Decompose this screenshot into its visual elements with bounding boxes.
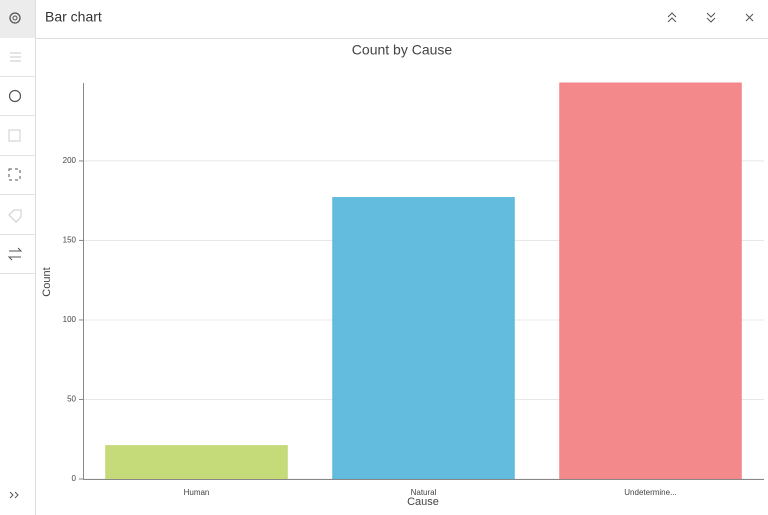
collapse-up[interactable] bbox=[667, 12, 677, 23]
x-tick-label: Natural bbox=[411, 488, 437, 497]
settings-tab[interactable] bbox=[0, 0, 35, 38]
y-tick-label: 100 bbox=[63, 315, 77, 324]
close-button[interactable] bbox=[745, 13, 754, 22]
y-tick-label: 200 bbox=[63, 156, 77, 165]
y-tick-label: 150 bbox=[63, 236, 77, 245]
panel-title: Bar chart bbox=[45, 9, 102, 25]
y-tick-label: 50 bbox=[67, 395, 76, 404]
tag-icon bbox=[8, 209, 22, 223]
y-axis-label: Count bbox=[41, 267, 53, 296]
x-tick-label: Undetermine... bbox=[624, 488, 676, 497]
x-tick-label: Human bbox=[184, 488, 210, 497]
bar bbox=[332, 197, 515, 480]
table-icon bbox=[8, 129, 21, 142]
x-axis-label: Cause bbox=[407, 496, 439, 508]
chart: Count by Cause Cause Count 0 50 100 150 200 H… bbox=[41, 42, 764, 508]
bar bbox=[559, 82, 742, 480]
settings-icon[interactable] bbox=[9, 12, 21, 24]
y-tick-label: 0 bbox=[72, 474, 77, 483]
list-icon bbox=[10, 52, 21, 62]
chart-title: Count by Cause bbox=[352, 42, 453, 58]
settings-icon-core bbox=[12, 15, 18, 21]
collapse-down[interactable] bbox=[706, 12, 716, 23]
swap-icon[interactable] bbox=[7, 247, 23, 261]
bar bbox=[105, 445, 288, 480]
refresh-icon[interactable] bbox=[8, 89, 22, 103]
select-icon[interactable] bbox=[8, 168, 21, 181]
expand-icon[interactable] bbox=[9, 491, 19, 499]
